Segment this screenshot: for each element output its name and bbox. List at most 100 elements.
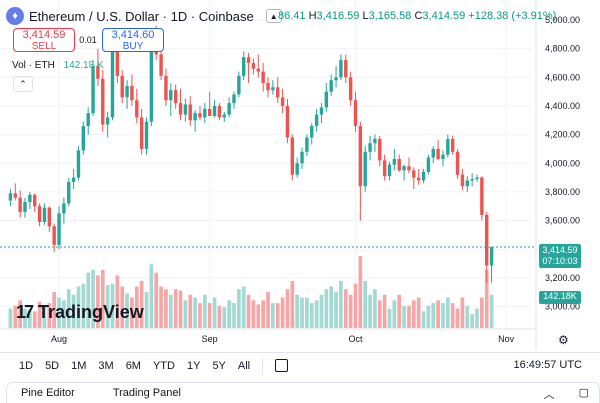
candle-body: [159, 54, 163, 76]
volume-bar: [377, 300, 382, 328]
tab-pine-editor[interactable]: Pine Editor: [21, 387, 75, 399]
volume-bar: [397, 294, 402, 328]
candle-body: [33, 194, 37, 207]
candle-body: [314, 114, 319, 127]
volume-bar: [387, 308, 392, 328]
calendar-icon[interactable]: [275, 359, 289, 372]
candle-body: [198, 113, 202, 118]
candle-body: [251, 62, 256, 69]
candle-body: [412, 170, 416, 178]
candle-body: [203, 108, 207, 118]
range-3m-button[interactable]: 3M: [98, 359, 114, 372]
candle-body: [62, 203, 66, 214]
time-tick-label: Aug: [51, 334, 67, 344]
tradingview-logo[interactable]: 17 TradingView: [16, 302, 144, 323]
candle-body: [426, 157, 431, 172]
range-1y-button[interactable]: 1Y: [186, 359, 201, 372]
volume-bar: [62, 300, 66, 328]
volume-legend[interactable]: Vol · ETH 142.18 K: [12, 60, 104, 71]
candle-body: [387, 164, 392, 177]
chevron-up-icon[interactable]: ⌃: [13, 76, 33, 92]
volume-bar: [134, 286, 139, 328]
volume-bar: [290, 280, 295, 328]
candle-body: [460, 174, 465, 187]
range-5d-button[interactable]: 5D: [45, 359, 60, 372]
volume-bar: [373, 289, 377, 328]
volume-bar: [47, 303, 52, 328]
candle-body: [91, 65, 95, 114]
candle-body: [290, 137, 295, 175]
range-ytd-button[interactable]: YTD: [152, 359, 175, 372]
candle-body: [261, 71, 265, 84]
volume-bar: [232, 303, 236, 328]
maximize-icon[interactable]: ▢: [578, 387, 589, 399]
bottom-toolbar: 1D 5D 1M 3M 6M YTD 1Y 5Y All 16:49:57 UT…: [0, 352, 600, 378]
candle-body: [373, 138, 377, 144]
tradingview-logo-text: TradingView: [38, 302, 144, 322]
candle-body: [101, 78, 105, 125]
volume-bar: [475, 308, 479, 328]
buy-price: 3,414.60: [111, 29, 155, 41]
price-tick-label: 4,800.00: [545, 44, 580, 54]
range-1m-button[interactable]: 1M: [71, 359, 87, 372]
tab-trading-panel[interactable]: Trading Panel: [112, 387, 181, 399]
candle-body: [8, 193, 13, 201]
candle-body: [188, 104, 192, 121]
candle-body: [52, 226, 56, 245]
volume-bar: [207, 303, 212, 328]
candle-body: [475, 177, 479, 180]
range-5y-button[interactable]: 5Y: [212, 359, 226, 372]
time-tick-label: Oct: [348, 334, 363, 344]
utc-clock[interactable]: 16:49:57 UTC: [513, 359, 582, 371]
buy-button[interactable]: 3,414.60 BUY: [102, 28, 164, 52]
candle-body: [37, 206, 42, 222]
range-6m-button[interactable]: 6M: [125, 359, 141, 372]
volume-bar: [237, 289, 241, 328]
volume-bar: [183, 300, 188, 328]
candle-body: [237, 75, 241, 95]
volume-bar: [241, 286, 246, 328]
volume-bar: [251, 300, 256, 328]
volume-bar: [392, 300, 397, 328]
candle-body: [144, 121, 149, 149]
volume-bar: [246, 294, 251, 328]
chevron-up-icon[interactable]: ▲: [265, 9, 282, 23]
volume-bar: [280, 297, 285, 328]
candle-body: [105, 117, 110, 125]
tradingview-logo-icon: 17: [16, 302, 34, 322]
volume-bar: [91, 269, 95, 328]
volume-bar: [217, 305, 222, 328]
chevron-up-icon[interactable]: ︿: [543, 389, 555, 401]
symbol-header[interactable]: ♦ Ethereum / U.S. Dollar · 1D · Coinbase…: [6, 7, 282, 25]
volume-bar: [407, 305, 411, 328]
volume-bar: [76, 286, 81, 328]
candle-body: [358, 126, 363, 187]
volume-bar: [489, 294, 494, 328]
volume-bar: [32, 311, 37, 328]
volume-bar: [23, 308, 27, 328]
candle-body: [115, 51, 120, 76]
candle-body: [455, 151, 460, 175]
volume-bars: [8, 256, 494, 328]
range-1d-button[interactable]: 1D: [19, 359, 34, 372]
candle-body: [232, 94, 236, 104]
range-all-button[interactable]: All: [237, 359, 251, 372]
volume-bar: [426, 305, 431, 328]
price-tick-label: 4,000.00: [545, 158, 580, 168]
candle-body: [319, 107, 324, 115]
sell-label: SELL: [31, 41, 57, 52]
spread-value: 0.01: [79, 35, 97, 45]
symbol-title[interactable]: Ethereum / U.S. Dollar · 1D · Coinbase: [29, 8, 254, 24]
volume-bar: [222, 307, 227, 328]
volume-bar: [416, 297, 421, 328]
sell-button[interactable]: 3,414.59 SELL: [13, 28, 75, 52]
candle-body: [13, 193, 17, 198]
candle-body: [324, 91, 329, 108]
candle-body: [329, 80, 333, 92]
volume-bar: [96, 275, 100, 328]
candle-body: [130, 85, 134, 101]
volume-bar: [188, 294, 193, 328]
volume-bar: [115, 275, 120, 328]
settings-gear-icon[interactable]: ⚙: [558, 333, 569, 347]
